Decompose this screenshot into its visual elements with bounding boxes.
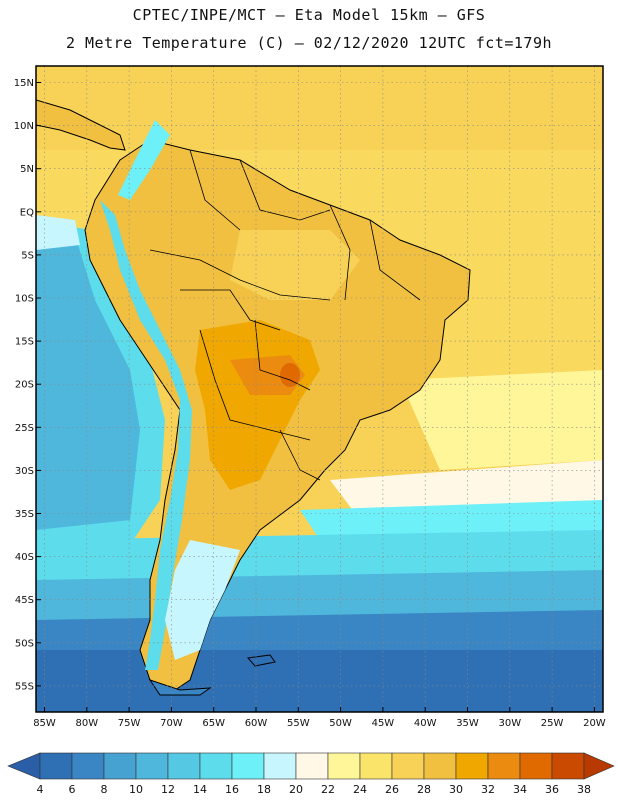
lat-label: 25S bbox=[15, 423, 34, 434]
legend-label: 34 bbox=[513, 783, 527, 796]
legend-label: 36 bbox=[545, 783, 559, 796]
lon-label: 65W bbox=[202, 718, 225, 729]
andes-cool-strip bbox=[100, 200, 192, 670]
legend-label: 14 bbox=[193, 783, 207, 796]
legend-label: 16 bbox=[225, 783, 239, 796]
legend-swatch bbox=[39, 752, 73, 780]
pacific-equatorial-band bbox=[36, 215, 80, 250]
lon-label: 80W bbox=[75, 718, 98, 729]
legend-low-arrow bbox=[7, 752, 41, 780]
legend-high-arrow bbox=[583, 752, 615, 780]
lon-label: 20W bbox=[583, 718, 606, 729]
legend-label: 22 bbox=[321, 783, 335, 796]
lat-label: 10N bbox=[14, 121, 34, 132]
map-subtitle: 2 Metre Temperature (C) – 02/12/2020 12U… bbox=[65, 34, 553, 52]
map-frame bbox=[35, 65, 604, 713]
lon-label: 40W bbox=[414, 718, 437, 729]
legend-swatch bbox=[263, 752, 297, 780]
lon-label: 75W bbox=[118, 718, 141, 729]
legend-swatch bbox=[487, 752, 521, 780]
legend-label: 8 bbox=[101, 783, 108, 796]
colombia-andes bbox=[118, 120, 170, 200]
lat-label: EQ bbox=[20, 207, 34, 218]
legend-swatch bbox=[167, 752, 201, 780]
temperature-map: 15N 10N 5N EQ 5S 10S 15S 20S 25S 30S 35S 40S 45S 50S 5… bbox=[14, 65, 606, 729]
lat-label: 55S bbox=[15, 681, 34, 692]
hot-spot bbox=[280, 363, 300, 387]
legend-label: 24 bbox=[353, 783, 367, 796]
legend-label: 28 bbox=[417, 783, 431, 796]
lon-label: 50W bbox=[329, 718, 352, 729]
legend-swatch bbox=[551, 752, 585, 780]
lat-label: 15N bbox=[14, 78, 34, 89]
lon-label: 45W bbox=[372, 718, 395, 729]
legend-label: 12 bbox=[161, 783, 175, 796]
lat-label: 40S bbox=[15, 552, 34, 563]
lon-label: 25W bbox=[541, 718, 564, 729]
legend-bar bbox=[7, 752, 615, 780]
lat-lon-grid bbox=[36, 66, 603, 712]
legend-swatch bbox=[295, 752, 329, 780]
lat-label: 45S bbox=[15, 595, 34, 606]
tierra-del-fuego bbox=[148, 679, 212, 696]
lat-label: 5N bbox=[20, 164, 34, 175]
legend-swatch bbox=[231, 752, 265, 780]
legend-label: 4 bbox=[37, 783, 44, 796]
lat-label: 10S bbox=[15, 294, 34, 305]
legend-label: 38 bbox=[577, 783, 591, 796]
amazon-region bbox=[230, 230, 360, 300]
lon-label: 85W bbox=[33, 718, 56, 729]
legend-label: 6 bbox=[69, 783, 76, 796]
lon-label: 30W bbox=[498, 718, 521, 729]
lat-label: 50S bbox=[15, 638, 34, 649]
lat-label: 5S bbox=[21, 250, 34, 261]
central-america-land bbox=[36, 99, 126, 151]
lat-label: 15S bbox=[15, 337, 34, 348]
map-title: CPTEC/INPE/MCT – Eta Model 15km – GFS bbox=[132, 6, 486, 24]
lat-label: 30S bbox=[15, 466, 34, 477]
lon-label: 35W bbox=[456, 718, 479, 729]
legend-label: 26 bbox=[385, 783, 399, 796]
legend-swatch bbox=[423, 752, 457, 780]
legend-label: 20 bbox=[289, 783, 303, 796]
latitude-labels: 15N 10N 5N EQ 5S 10S 15S 20S 25S 30S 35S 40S 45S 50S 5… bbox=[14, 78, 41, 692]
legend-swatch bbox=[455, 752, 489, 780]
legend-swatch bbox=[103, 752, 137, 780]
lat-label: 20S bbox=[15, 380, 34, 391]
legend-swatch bbox=[71, 752, 105, 780]
ocean-band-6c bbox=[36, 650, 603, 712]
legend-swatch bbox=[359, 752, 393, 780]
country-borders bbox=[149, 149, 421, 481]
legend-swatch bbox=[519, 752, 553, 780]
legend-swatch bbox=[391, 752, 425, 780]
legend-swatch bbox=[135, 752, 169, 780]
legend-label: 30 bbox=[449, 783, 463, 796]
legend-labels: 4 6 8 10 12 14 16 18 20 22 24 26 28 30 32 34 36 38 bbox=[37, 783, 592, 796]
lat-label: 35S bbox=[15, 509, 34, 520]
pacific-cool-core bbox=[36, 230, 140, 530]
color-legend: 4 6 8 10 12 14 16 18 20 22 24 26 28 30 32 34 36 38 bbox=[7, 752, 615, 796]
lon-label: 55W bbox=[287, 718, 310, 729]
map-field bbox=[36, 66, 603, 712]
legend-label: 18 bbox=[257, 783, 271, 796]
longitude-labels: 85W 80W 75W 70W 65W 60W 55W 50W 45W 40W 35W 30W 25W 2… bbox=[33, 707, 606, 729]
legend-label: 32 bbox=[481, 783, 495, 796]
legend-label: 10 bbox=[129, 783, 143, 796]
legend-swatch bbox=[199, 752, 233, 780]
lon-label: 60W bbox=[245, 718, 268, 729]
falkland-islands bbox=[247, 654, 276, 667]
legend-swatch bbox=[327, 752, 361, 780]
lon-label: 70W bbox=[160, 718, 183, 729]
